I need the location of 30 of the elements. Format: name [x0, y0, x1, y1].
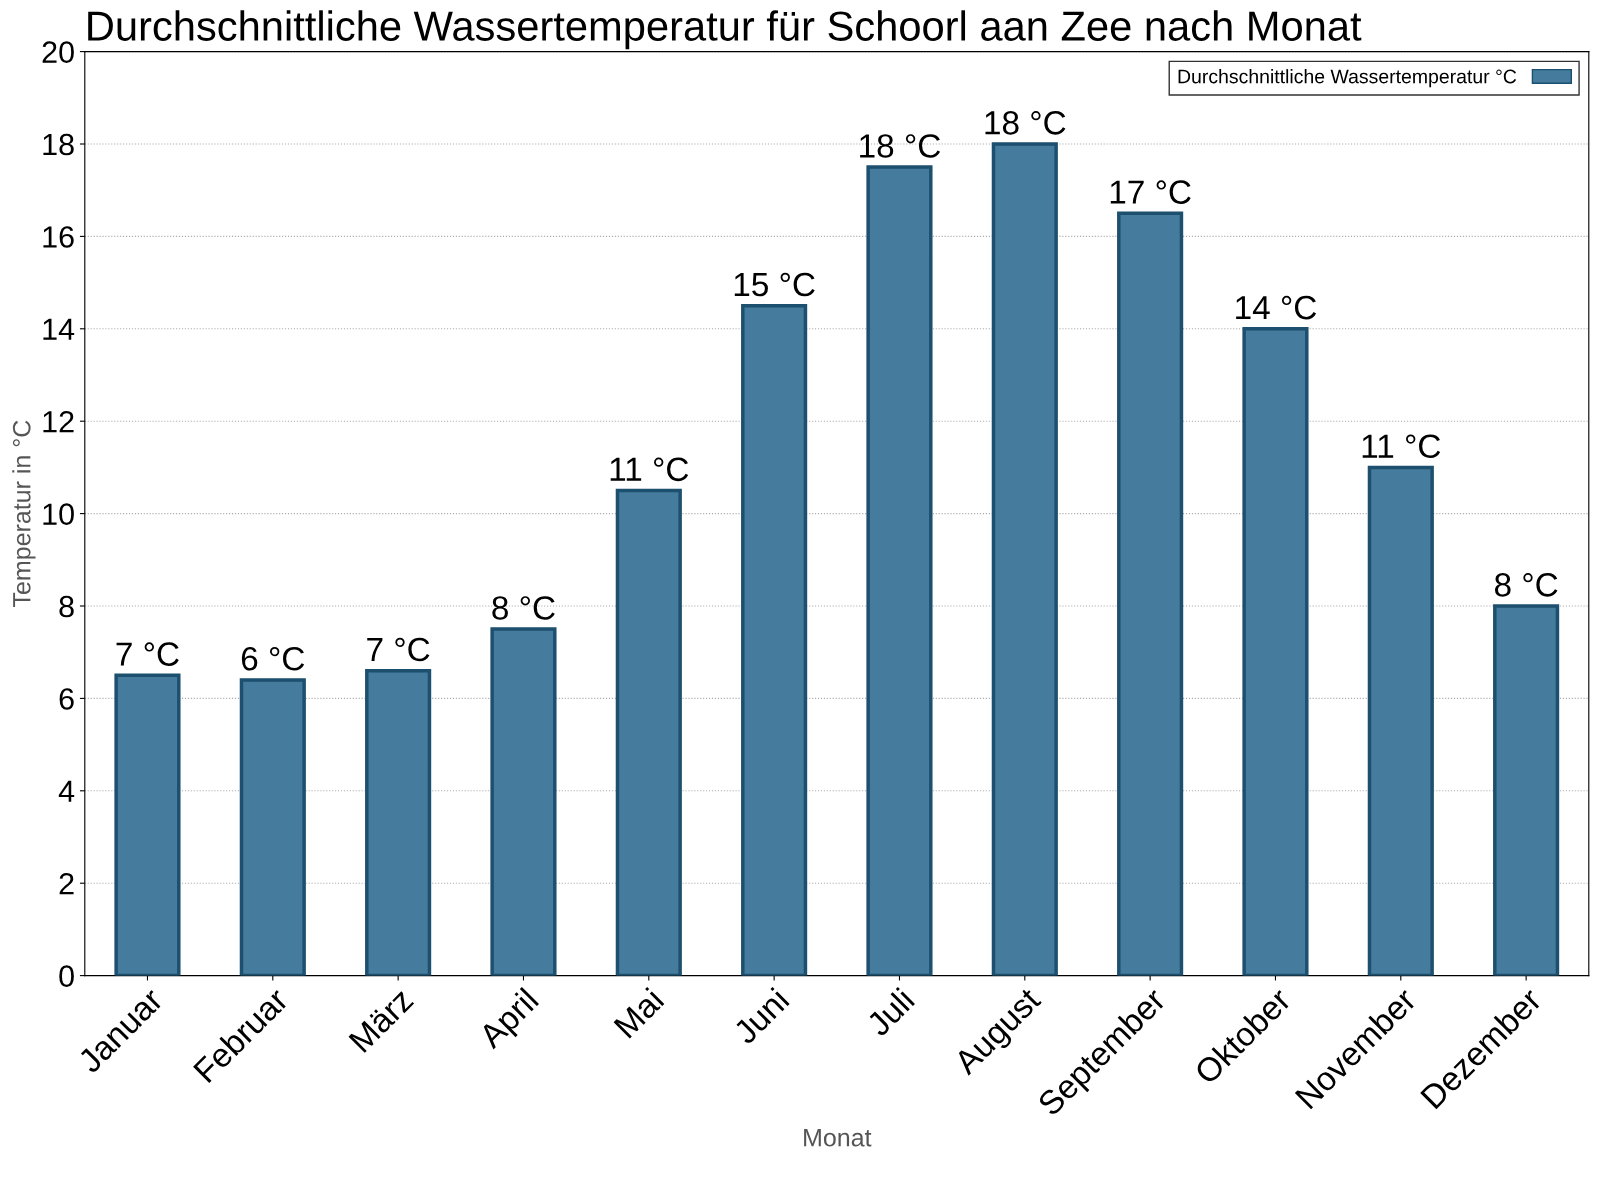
x-tick-label: Juni: [731, 986, 790, 1046]
y-tick-label: 2: [59, 872, 74, 895]
data-label: 8 °C: [492, 596, 555, 620]
y-tick-label: 20: [42, 41, 74, 63]
data-label: 14 °C: [1236, 295, 1317, 320]
data-label: 11 °C: [610, 457, 689, 482]
data-label: 11 °C: [1362, 434, 1441, 459]
y-tick-label: 18: [43, 133, 74, 156]
y-tick-label: 0: [59, 965, 74, 987]
y-tick-label: 6: [59, 688, 74, 710]
y-tick-label: 4: [58, 780, 75, 802]
data-label: 8 °C: [1494, 573, 1558, 597]
x-tick-label: Juli: [864, 986, 916, 1038]
data-label: 6 °C: [241, 646, 305, 671]
data-label: 15 °C: [734, 272, 815, 297]
y-axis-title: Temperatur in °C: [12, 420, 36, 607]
data-label: 7 °C: [367, 637, 430, 662]
y-tick-label: 10: [43, 503, 74, 525]
data-label: 7 °C: [116, 642, 179, 666]
y-tick-label: 16: [43, 226, 74, 248]
x-tick-label: Mai: [612, 986, 665, 1039]
y-tick-label: 14: [43, 318, 75, 340]
data-label: 17 °C: [1110, 180, 1191, 204]
data-label: 18 °C: [860, 134, 941, 158]
chart-title: Durchschnittliche Wassertemperatur für Schoorl aan Zee nach Monat: [88, 10, 1362, 50]
legend-label: Durchschnittliche Wassertemperatur °C: [1178, 69, 1517, 88]
x-axis-title: Monat: [804, 1129, 872, 1147]
y-tick-label: 8: [59, 595, 74, 618]
data-label: 18 °C: [985, 111, 1066, 135]
y-tick-label: 12: [43, 410, 74, 433]
